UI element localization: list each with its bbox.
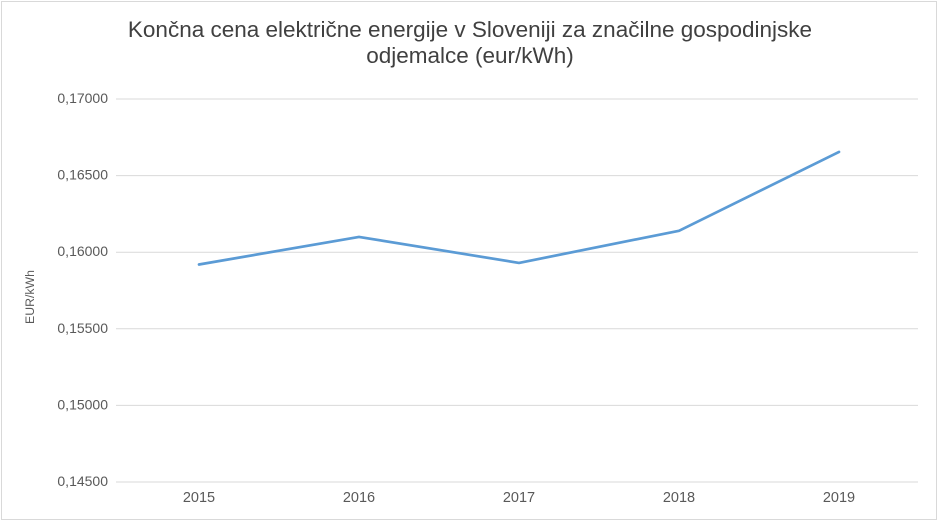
svg-text:2018: 2018 <box>663 490 695 506</box>
svg-text:2017: 2017 <box>503 490 535 506</box>
svg-text:2019: 2019 <box>823 490 855 506</box>
svg-text:0,16000: 0,16000 <box>57 243 108 259</box>
svg-text:0,14500: 0,14500 <box>57 473 108 489</box>
svg-text:0,17000: 0,17000 <box>57 90 108 106</box>
svg-text:0,15000: 0,15000 <box>57 396 108 412</box>
svg-text:2016: 2016 <box>343 490 375 506</box>
svg-text:2015: 2015 <box>183 490 215 506</box>
svg-text:0,15500: 0,15500 <box>57 320 108 336</box>
svg-text:0,16500: 0,16500 <box>57 167 108 183</box>
